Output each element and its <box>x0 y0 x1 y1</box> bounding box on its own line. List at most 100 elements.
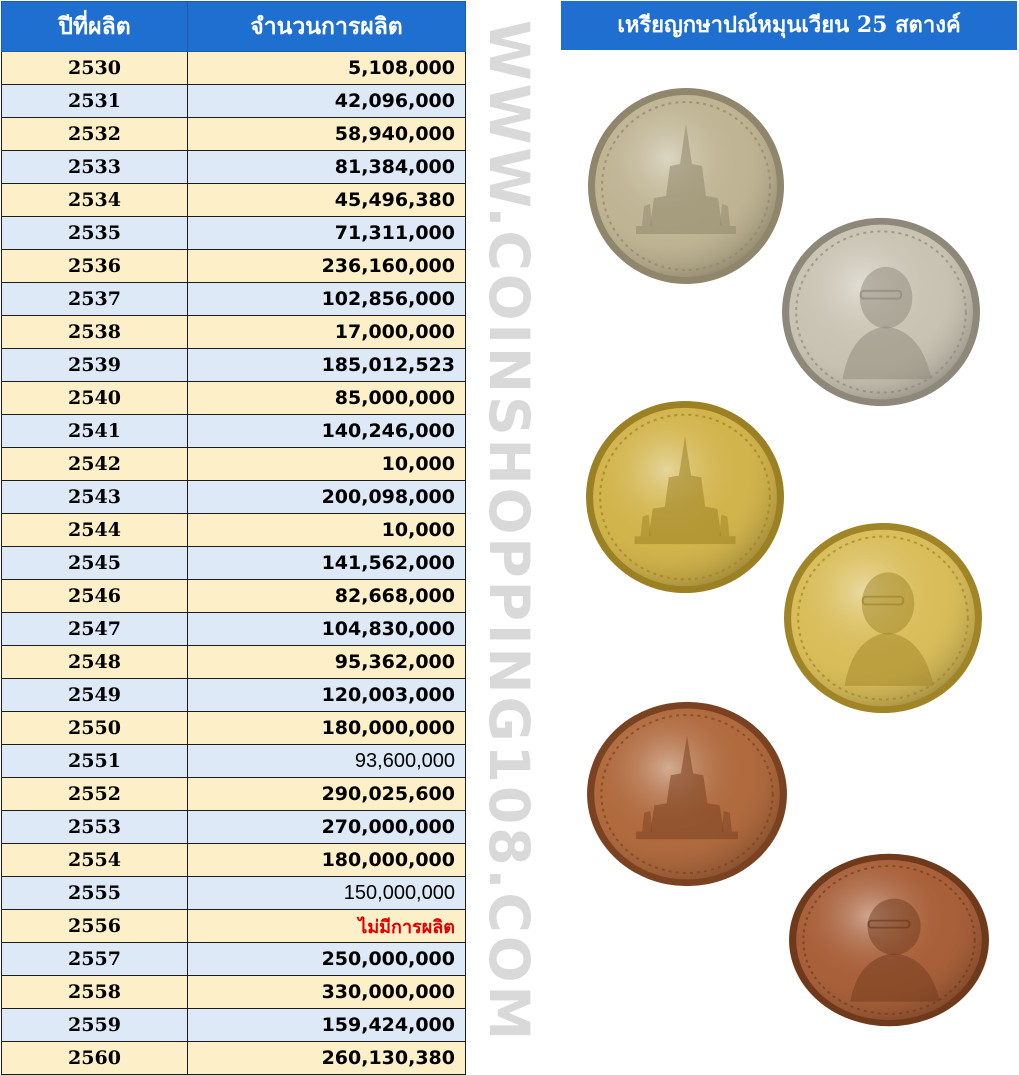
quantity-cell: 200,098,000 <box>187 480 466 514</box>
year-cell: 2535 <box>1 216 188 250</box>
quantity-cell: 141,562,000 <box>187 546 466 580</box>
table-row: 2553 270,000,000 <box>1 810 466 844</box>
quantity-cell: 330,000,000 <box>187 975 466 1009</box>
table-row: 2535 71,311,000 <box>1 216 466 250</box>
year-cell: 2537 <box>1 282 188 316</box>
table-row: 2550 180,000,000 <box>1 711 466 745</box>
year-cell: 2542 <box>1 447 188 481</box>
quantity-cell: 102,856,000 <box>187 282 466 316</box>
year-cell: 2536 <box>1 249 188 283</box>
year-cell: 2553 <box>1 810 188 844</box>
year-cell: 2532 <box>1 117 188 151</box>
quantity-cell: 5,108,000 <box>187 51 466 85</box>
quantity-cell: 236,160,000 <box>187 249 466 283</box>
table-row: 2544 10,000 <box>1 513 466 547</box>
year-cell: 2531 <box>1 84 188 118</box>
year-cell: 2546 <box>1 579 188 613</box>
year-cell: 2560 <box>1 1041 188 1075</box>
table-row: 2541 140,246,000 <box>1 414 466 448</box>
quantity-cell: 42,096,000 <box>187 84 466 118</box>
table-row: 2549 120,003,000 <box>1 678 466 712</box>
year-cell: 2543 <box>1 480 188 514</box>
table-row: 2555 150,000,000 <box>1 876 466 910</box>
coin-copper-reverse <box>587 701 787 887</box>
header-quantity: จำนวนการผลิต <box>187 1 466 52</box>
quantity-cell: 270,000,000 <box>187 810 466 844</box>
table-row: 2546 82,668,000 <box>1 579 466 613</box>
table-row: 2557 250,000,000 <box>1 942 466 976</box>
quantity-cell: 81,384,000 <box>187 150 466 184</box>
table-header-row: ปีที่ผลิต จำนวนการผลิต <box>1 1 466 52</box>
header-year: ปีที่ผลิต <box>1 1 188 52</box>
coin-brass-obverse <box>784 522 982 714</box>
table-row: 2559 159,424,000 <box>1 1008 466 1042</box>
table-row: 2543 200,098,000 <box>1 480 466 514</box>
year-cell: 2547 <box>1 612 188 646</box>
coin-copper-obverse <box>789 853 989 1027</box>
year-cell: 2559 <box>1 1008 188 1042</box>
quantity-cell: 82,668,000 <box>187 579 466 613</box>
table-row: 2540 85,000,000 <box>1 381 466 415</box>
year-cell: 2556 <box>1 909 188 943</box>
table-row: 2552 290,025,600 <box>1 777 466 811</box>
quantity-cell: 290,025,600 <box>187 777 466 811</box>
quantity-cell: 104,830,000 <box>187 612 466 646</box>
quantity-cell: 85,000,000 <box>187 381 466 415</box>
quantity-cell: 185,012,523 <box>187 348 466 382</box>
table-row: 2537 102,856,000 <box>1 282 466 316</box>
year-cell: 2530 <box>1 51 188 85</box>
coin-nickel-reverse <box>588 88 784 284</box>
table-row: 2551 93,600,000 <box>1 744 466 778</box>
quantity-cell: 17,000,000 <box>187 315 466 349</box>
year-cell: 2558 <box>1 975 188 1009</box>
year-cell: 2541 <box>1 414 188 448</box>
coin-nickel-obverse <box>782 217 980 407</box>
quantity-cell: 45,496,380 <box>187 183 466 217</box>
year-cell: 2538 <box>1 315 188 349</box>
quantity-cell: 71,311,000 <box>187 216 466 250</box>
quantity-cell: 120,003,000 <box>187 678 466 712</box>
quantity-cell: 10,000 <box>187 447 466 481</box>
quantity-cell: 180,000,000 <box>187 843 466 877</box>
coin-panel-title: เหรียญกษาปณ์หมุนเวียน 25 สตางค์ <box>561 1 1017 50</box>
table-row: 2536 236,160,000 <box>1 249 466 283</box>
quantity-cell: 180,000,000 <box>187 711 466 745</box>
quantity-cell: 93,600,000 <box>187 744 466 778</box>
table-row: 2530 5,108,000 <box>1 51 466 85</box>
table-row: 2538 17,000,000 <box>1 315 466 349</box>
table-row: 2539 185,012,523 <box>1 348 466 382</box>
year-cell: 2539 <box>1 348 188 382</box>
year-cell: 2540 <box>1 381 188 415</box>
year-cell: 2533 <box>1 150 188 184</box>
quantity-cell: 58,940,000 <box>187 117 466 151</box>
year-cell: 2549 <box>1 678 188 712</box>
quantity-cell: 10,000 <box>187 513 466 547</box>
table-row: 2533 81,384,000 <box>1 150 466 184</box>
year-cell: 2554 <box>1 843 188 877</box>
table-row: 2556 ไม่มีการผลิต <box>1 909 466 943</box>
year-cell: 2551 <box>1 744 188 778</box>
coin-brass-reverse <box>586 400 784 594</box>
year-cell: 2548 <box>1 645 188 679</box>
year-cell: 2534 <box>1 183 188 217</box>
year-cell: 2555 <box>1 876 188 910</box>
table-row: 2554 180,000,000 <box>1 843 466 877</box>
quantity-cell: ไม่มีการผลิต <box>187 909 466 943</box>
table-row: 2542 10,000 <box>1 447 466 481</box>
table-row: 2534 45,496,380 <box>1 183 466 217</box>
quantity-cell: 150,000,000 <box>187 876 466 910</box>
year-cell: 2544 <box>1 513 188 547</box>
watermark-text: WWW.COINSHOPPING108.COM <box>477 20 541 1044</box>
table-row: 2532 58,940,000 <box>1 117 466 151</box>
table-row: 2545 141,562,000 <box>1 546 466 580</box>
table-row: 2548 95,362,000 <box>1 645 466 679</box>
quantity-cell: 250,000,000 <box>187 942 466 976</box>
table-row: 2560 260,130,380 <box>1 1041 466 1075</box>
table-row: 2547 104,830,000 <box>1 612 466 646</box>
year-cell: 2550 <box>1 711 188 745</box>
quantity-cell: 140,246,000 <box>187 414 466 448</box>
quantity-cell: 159,424,000 <box>187 1008 466 1042</box>
quantity-cell: 95,362,000 <box>187 645 466 679</box>
quantity-cell: 260,130,380 <box>187 1041 466 1075</box>
year-cell: 2557 <box>1 942 188 976</box>
